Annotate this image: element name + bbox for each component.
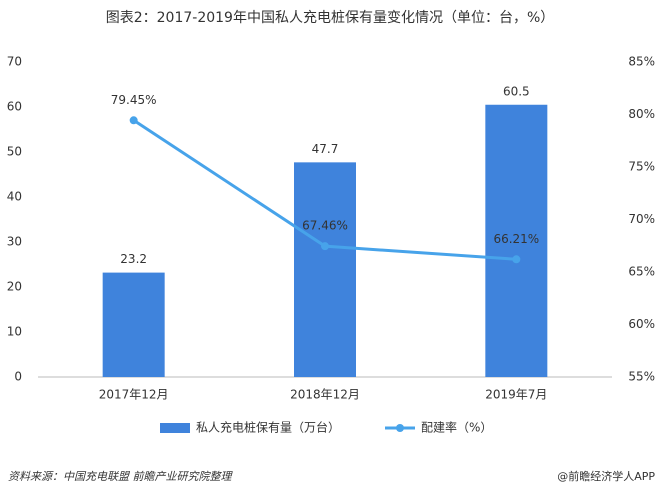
y2-tick-label: 80% [628, 107, 655, 121]
bar [102, 272, 165, 377]
legend-label: 配建率（%） [421, 420, 492, 435]
bar-value-label: 23.2 [120, 252, 147, 266]
line-value-label: 79.45% [111, 93, 157, 107]
credit: @前瞻经济学人APP [557, 469, 655, 483]
y-tick-label: 20 [7, 280, 22, 294]
bar-value-label: 47.7 [312, 142, 339, 156]
y2-tick-label: 70% [628, 212, 655, 226]
y-tick-label: 70 [7, 55, 22, 69]
bar [294, 162, 356, 377]
y2-tick-label: 75% [628, 160, 655, 174]
line-value-label: 67.46% [302, 219, 348, 233]
x-tick-label: 2017年12月 [99, 388, 169, 402]
legend-swatch-dot [396, 424, 404, 432]
y-tick-label: 30 [7, 235, 22, 249]
line-point [512, 255, 521, 264]
y2-tick-label: 85% [628, 55, 655, 69]
y2-tick-label: 60% [628, 317, 655, 331]
x-tick-label: 2019年7月 [485, 388, 547, 402]
bar [485, 104, 548, 377]
y-tick-label: 0 [14, 370, 22, 384]
line-point [321, 242, 329, 251]
y-tick-label: 60 [7, 100, 22, 114]
chart-title: 图表2：2017-2019年中国私人充电桩保有量变化情况（单位：台，%） [106, 9, 555, 26]
y2-tick-label: 55% [628, 370, 655, 384]
legend-label: 私人充电桩保有量（万台） [196, 420, 340, 435]
y-tick-label: 50 [7, 145, 22, 159]
x-tick-label: 2018年12月 [290, 388, 360, 402]
line-point [129, 116, 138, 125]
y-tick-label: 40 [7, 190, 22, 204]
y2-tick-label: 65% [628, 265, 655, 279]
source: 资料来源：中国充电联盟 前瞻产业研究院整理 [8, 470, 233, 483]
y-tick-label: 10 [7, 325, 22, 339]
bar-value-label: 60.5 [503, 84, 530, 98]
line-value-label: 66.21% [493, 232, 539, 246]
legend-swatch [160, 423, 190, 433]
